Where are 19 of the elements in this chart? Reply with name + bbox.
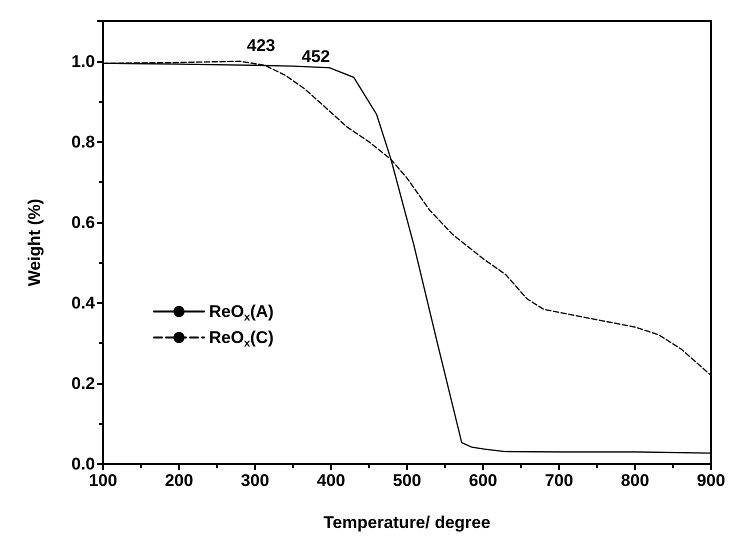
- x-tick-label: 700: [544, 471, 574, 490]
- x-tick-label: 200: [164, 471, 194, 490]
- x-tick-label: 300: [240, 471, 270, 490]
- annotation: 423: [246, 36, 276, 55]
- x-tick-label: 800: [620, 471, 650, 490]
- x-tick-label: 400: [316, 471, 346, 490]
- x-axis-title: Temperature/ degree: [324, 513, 490, 532]
- y-tick-label: 0.2: [71, 374, 95, 393]
- y-tick-label: 0.4: [71, 293, 96, 312]
- y-axis-title: Weight (%): [25, 198, 44, 286]
- y-tick-label: 0.6: [71, 212, 95, 232]
- annotation: 452: [302, 46, 330, 66]
- y-tick-label: 0.8: [71, 132, 95, 152]
- y-tick-label: 0.0: [71, 454, 95, 474]
- x-tick-label: 500: [392, 471, 422, 490]
- x-tick-label: 900: [696, 471, 726, 490]
- y-tick-label: 1.0: [71, 52, 95, 71]
- x-tick-label: 100: [88, 471, 118, 490]
- x-tick-label: 600: [468, 471, 498, 490]
